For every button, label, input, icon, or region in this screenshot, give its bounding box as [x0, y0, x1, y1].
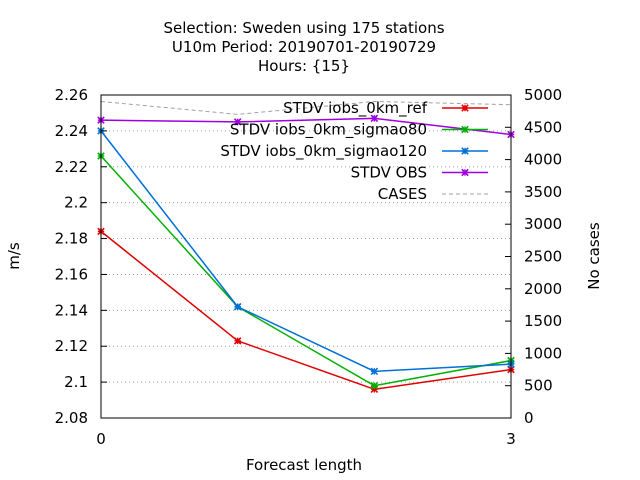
legend-entry: STDV iobs_0km_ref [283, 99, 488, 118]
y-tick-label: 2.24 [55, 122, 88, 140]
y-axis-ticks: 2.08 2.1 2.12 2.14 2.16 2.18 2.2 2.22 2.24 2.26 [55, 86, 107, 427]
legend-label: STDV OBS [351, 164, 427, 182]
title-line-2: U10m Period: 20190701-20190729 [172, 38, 436, 56]
series-line [100, 117, 512, 136]
legend-entry: CASES [378, 185, 488, 203]
y-tick-label: 2.22 [55, 158, 88, 176]
y-tick-label: 2.08 [55, 409, 88, 427]
y-tick-label: 2.18 [55, 230, 88, 248]
series-line [100, 100, 512, 115]
y2-tick-label: 5000 [524, 86, 562, 104]
data-point [370, 114, 379, 123]
y-tick-label: 2.16 [55, 265, 88, 283]
y2-tick-label: 1500 [524, 312, 562, 330]
y2-tick-label: 4000 [524, 151, 562, 169]
y2-tick-label: 2500 [524, 248, 562, 266]
y2-tick-label: 500 [524, 377, 553, 395]
legend-entry: STDV iobs_0km_sigmao80 [230, 121, 488, 140]
y-tick-label: 2.14 [55, 301, 88, 319]
data-point [233, 118, 242, 126]
y2-tick-label: 4500 [524, 118, 562, 136]
legend-entry: STDV OBS [351, 164, 488, 182]
y2-axis-label: No cases [585, 222, 603, 290]
y2-tick-label: 3000 [524, 215, 562, 233]
data-point [370, 367, 379, 376]
y2-tick-label: 2000 [524, 280, 562, 298]
legend-label: CASES [378, 185, 427, 203]
series-line [100, 230, 512, 391]
chart-title: Selection: Sweden using 175 stations U10… [163, 19, 444, 75]
grid-lines [101, 130, 511, 383]
y2-axis-ticks: 0 500 1000 1500 2000 2500 3000 3500 4000 4500 5000 [505, 86, 562, 427]
series-line [100, 155, 512, 387]
y-tick-label: 2.26 [55, 86, 88, 104]
x-tick-label: 0 [96, 430, 106, 448]
legend: STDV iobs_0km_ref STDV iobs_0km_sigmao80 S… [220, 99, 488, 203]
y-tick-label: 2.1 [64, 373, 88, 391]
series-line [100, 130, 512, 373]
legend-label: STDV iobs_0km_sigmao120 [220, 142, 427, 161]
data-point [233, 337, 242, 345]
x-tick-label: 3 [506, 430, 516, 448]
y2-tick-label: 3500 [524, 183, 562, 201]
y2-tick-label: 0 [524, 409, 534, 427]
y-tick-label: 2.2 [64, 194, 88, 212]
title-line-3: Hours: {15} [258, 57, 350, 75]
series-layer [97, 100, 515, 394]
y-tick-label: 2.12 [55, 337, 88, 355]
y2-tick-label: 1000 [524, 344, 562, 362]
title-line-1: Selection: Sweden using 175 stations [163, 19, 444, 37]
legend-label: STDV iobs_0km_ref [283, 99, 428, 118]
legend-label: STDV iobs_0km_sigmao80 [230, 121, 427, 140]
data-point [233, 302, 242, 311]
y-axis-label: m/s [5, 242, 23, 270]
legend-entry: STDV iobs_0km_sigmao120 [220, 142, 488, 161]
data-point [370, 381, 379, 390]
x-axis-label: Forecast length [246, 456, 362, 474]
